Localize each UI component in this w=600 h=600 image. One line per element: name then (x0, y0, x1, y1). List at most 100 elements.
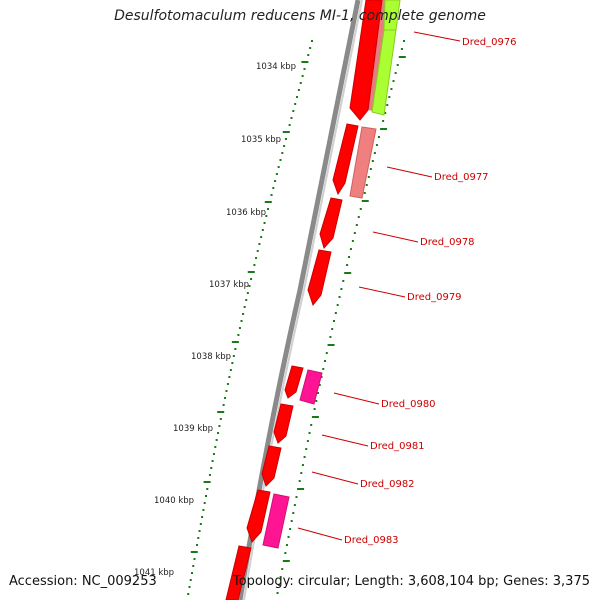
ruler-tick (188, 586, 191, 588)
kbp-label: 1037 kbp (209, 280, 249, 290)
ruler-tick (199, 523, 202, 525)
ruler-tick (299, 82, 302, 84)
ruler-tick (215, 439, 218, 441)
track-tick (308, 432, 311, 434)
map-title: Desulfotomaculum reducens MI-1, complete… (114, 8, 486, 24)
track-tick (305, 448, 308, 450)
ruler-tick (232, 355, 235, 357)
ruler-tick (190, 551, 198, 553)
track-tick (336, 304, 339, 306)
track-tick (331, 328, 334, 330)
track-tick (375, 144, 378, 146)
ruler-tick (204, 495, 207, 497)
ruler-tick (267, 208, 270, 210)
track-tick (340, 288, 343, 290)
track-tick (329, 336, 332, 338)
ruler-tick (211, 460, 214, 462)
gene-arrow[interactable] (349, 0, 383, 121)
track-tick (290, 520, 293, 522)
track-tick (276, 592, 279, 594)
ruler-tick (283, 145, 286, 147)
track-tick (351, 240, 354, 242)
feature-pink[interactable] (262, 493, 290, 549)
ruler-tick (290, 117, 293, 119)
ruler-tick (218, 425, 221, 427)
kbp-ruler (187, 40, 313, 595)
ruler-tick (189, 579, 192, 581)
ruler-tick (208, 474, 211, 476)
track-tick (322, 368, 325, 370)
track-tick (295, 496, 298, 498)
track-tick (373, 152, 376, 154)
ruler-tick (281, 152, 284, 154)
track-tick (338, 296, 341, 298)
ruler-tick (201, 516, 204, 518)
gene-track (225, 0, 401, 600)
feature-lime-top[interactable] (383, 0, 401, 31)
track-tick (289, 528, 292, 530)
ruler-tick (229, 369, 232, 371)
track-tick (342, 280, 345, 282)
track-tick (400, 48, 403, 50)
track-tick (303, 456, 306, 458)
gene-arrow[interactable] (273, 403, 294, 444)
track-tick (298, 480, 301, 482)
gene-arrow[interactable] (284, 365, 304, 399)
ruler-tick (231, 362, 234, 364)
track-tick (357, 216, 360, 218)
ruler-tick (256, 250, 259, 252)
track-tick (365, 184, 368, 186)
ruler-tick (231, 341, 239, 343)
ruler-tick (224, 397, 227, 399)
feature-pink[interactable] (299, 369, 323, 405)
ruler-tick (270, 194, 273, 196)
track-tick (287, 536, 290, 538)
track-tick (315, 400, 318, 402)
track-tick (311, 416, 319, 418)
gene-arrow[interactable] (246, 489, 271, 543)
gene-label: Dred_0976 (462, 37, 517, 48)
ruler-tick (247, 271, 255, 273)
track-tick (377, 136, 380, 138)
ruler-tick (226, 383, 229, 385)
ruler-tick (193, 558, 196, 560)
ruler-tick (187, 593, 190, 595)
track-tick (359, 208, 362, 210)
gene-arrow[interactable] (307, 249, 332, 307)
track-tick (369, 168, 372, 170)
kbp-label: 1034 kbp (256, 62, 296, 72)
ruler-tick (214, 446, 217, 448)
track-tick (279, 576, 282, 578)
track-tick (300, 472, 303, 474)
track-tick (361, 200, 369, 202)
track-tick (324, 360, 327, 362)
track-tick (284, 552, 287, 554)
gene-arrow[interactable] (261, 445, 282, 487)
ruler-tick (288, 124, 291, 126)
ruler-tick (210, 467, 213, 469)
kbp-label: 1038 kbp (191, 352, 231, 362)
ruler-tick (279, 159, 282, 161)
track-tick (390, 88, 393, 90)
track-tick (344, 272, 352, 274)
ruler-tick (219, 418, 222, 420)
track-tick (403, 40, 405, 42)
ruler-tick (250, 278, 253, 280)
ruler-tick (240, 320, 243, 322)
feature-salmon[interactable] (349, 126, 377, 199)
track-tick (285, 544, 288, 546)
gene-arrow[interactable] (332, 123, 359, 196)
ruler-tick (307, 54, 310, 56)
ruler-tick (225, 390, 228, 392)
ruler-tick (275, 173, 278, 175)
gene-label: Dred_0980 (381, 399, 436, 410)
kbp-labels: 1034 kbp 1035 kbp 1036 kbp 1037 kbp 1038… (134, 62, 296, 578)
track-tick (292, 512, 295, 514)
ruler-tick (260, 236, 263, 238)
track-tick (382, 120, 385, 122)
gene-arrow[interactable] (225, 545, 252, 600)
ruler-tick (206, 488, 209, 490)
gene-arrow[interactable] (319, 197, 343, 250)
ruler-tick (265, 215, 268, 217)
track-tick (388, 96, 391, 98)
